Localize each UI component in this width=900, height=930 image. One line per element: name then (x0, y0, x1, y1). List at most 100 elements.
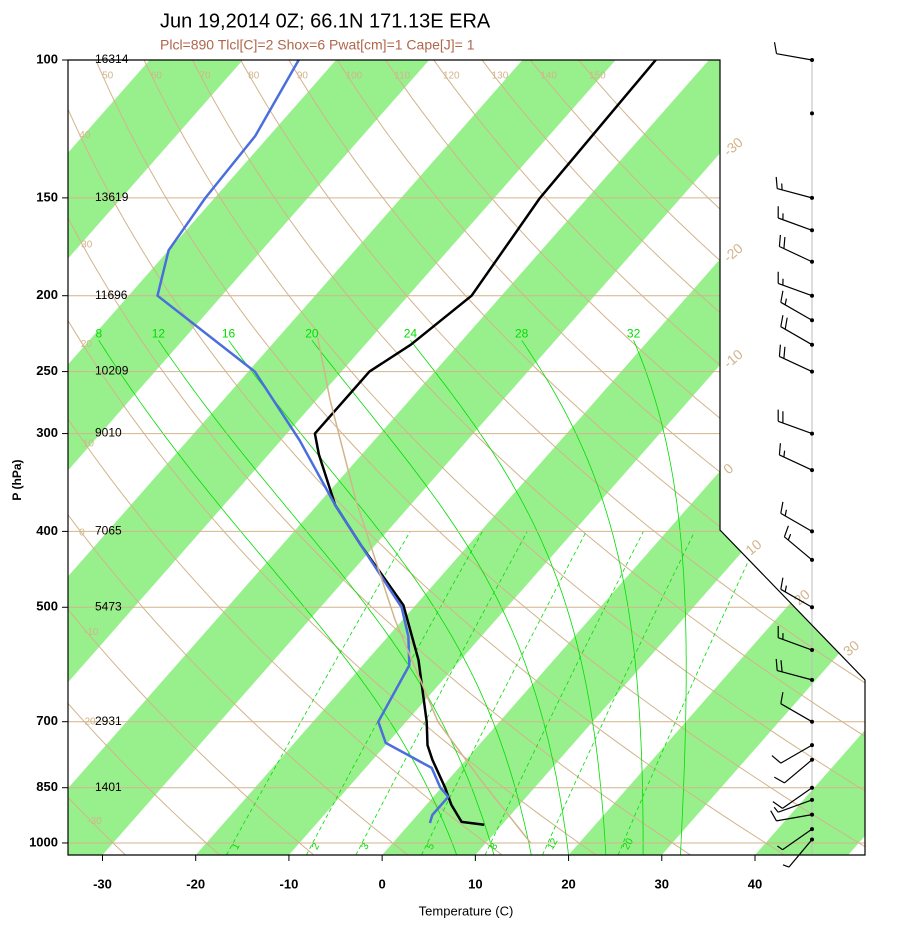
dry-adiabat (336, 60, 865, 855)
wind-station (810, 837, 814, 842)
dry-adiabat-label: 80 (248, 71, 260, 82)
wind-station (810, 431, 814, 436)
dry-adiabat (191, 60, 865, 855)
x-tick-label: -30 (93, 876, 112, 891)
height-label: 1401 (95, 780, 122, 794)
y-tick-label: 850 (36, 779, 58, 794)
x-tick-label: 20 (561, 876, 575, 891)
isotherm-label: -10 (720, 346, 746, 371)
dry-adiabat (240, 60, 865, 855)
y-tick-label: 200 (36, 287, 58, 302)
wind-barb (780, 692, 813, 723)
dry-adiabat (578, 60, 865, 855)
mixing-ratio-line (484, 531, 644, 855)
moist-adiabat (633, 340, 687, 855)
mixing-ratio-label: 20 (621, 836, 636, 852)
isotherm-band (68, 60, 430, 855)
wind-barb (771, 744, 813, 764)
x-tick-label: 40 (748, 876, 762, 891)
y-tick-label: 500 (36, 599, 58, 614)
wind-station (810, 743, 814, 748)
wind-station (810, 195, 814, 200)
wind-barb (783, 525, 813, 561)
dry-adiabat-label: 40 (79, 130, 91, 141)
dry-adiabat-label: 10 (83, 438, 95, 449)
mixing-ratio-line (226, 531, 411, 855)
chart-title: Jun 19,2014 0Z; 66.1N 171.13E ERA (160, 10, 491, 32)
isotherm-label: 30 (840, 637, 862, 659)
profile-line (156, 60, 450, 824)
height-label: 5473 (95, 599, 122, 613)
isotherm-label: 10 (742, 536, 764, 558)
wind-station (810, 259, 814, 264)
moist-adiabat-label: 12 (152, 326, 166, 340)
moist-adiabat (521, 340, 644, 855)
y-tick-label: 400 (36, 523, 58, 538)
dry-adiabat-label: 30 (81, 240, 93, 251)
dry-adiabat (529, 60, 865, 855)
mixing-ratio-line (617, 531, 763, 855)
wind-barb (777, 206, 813, 231)
dry-adiabat (481, 60, 865, 855)
calm-wind (810, 111, 814, 116)
wind-station (810, 369, 814, 374)
plot-outline (67, 59, 866, 856)
wind-barb (775, 658, 813, 681)
wind-barb (777, 828, 813, 851)
wind-station (810, 468, 814, 473)
dry-adiabat-label: 120 (443, 71, 460, 82)
wind-barb (782, 839, 813, 868)
wind-station (810, 58, 814, 62)
dry-adiabat-label: 130 (492, 71, 509, 82)
wind-barb (780, 290, 813, 321)
wind-barb (777, 271, 813, 297)
dry-adiabat (68, 60, 785, 855)
dry-adiabat (68, 60, 409, 855)
height-label: 11696 (95, 288, 128, 302)
y-tick-label: 250 (36, 363, 58, 378)
dry-adiabat (68, 60, 503, 855)
mixing-ratio-label: 5 (425, 841, 438, 852)
wind-barb (780, 577, 813, 608)
moist-adiabat-label: 32 (627, 326, 641, 340)
height-label: 10209 (95, 364, 129, 378)
isotherm-label: 0 (720, 460, 736, 477)
wind-station (810, 557, 814, 562)
moist-adiabat (311, 340, 569, 855)
height-label: 7065 (95, 524, 122, 538)
x-tick-label: 0 (379, 876, 386, 891)
wind-barb (772, 787, 813, 809)
isotherm-band (0, 60, 56, 855)
wind-barb (777, 626, 813, 651)
wind-station (810, 812, 814, 817)
wind-barb (778, 234, 813, 263)
moist-adiabat-label: 16 (222, 326, 236, 340)
isotherm-label: -30 (720, 134, 746, 159)
wind-barb (780, 315, 813, 346)
mixing-ratio-label: 1 (230, 841, 243, 852)
x-tick-label: -20 (186, 876, 205, 891)
wind-barb (775, 176, 813, 199)
wind-station (810, 757, 814, 762)
dry-adiabat (68, 60, 691, 855)
moist-adiabat-label: 28 (515, 326, 529, 340)
x-tick-label: -10 (280, 876, 299, 891)
dry-adiabat (68, 60, 315, 855)
dry-adiabat (143, 60, 865, 855)
dry-adiabat (68, 60, 597, 855)
dry-adiabat (95, 60, 865, 855)
height-label: 9010 (95, 426, 122, 440)
wind-barb (773, 799, 813, 813)
x-tick-label: 30 (655, 876, 669, 891)
height-label: 13619 (95, 190, 129, 204)
wind-barb (774, 759, 813, 784)
dry-adiabat-label: -30 (87, 816, 102, 827)
wind-barb (773, 42, 813, 61)
moist-adiabat-label: 24 (404, 326, 418, 340)
moist-adiabat (228, 340, 532, 855)
isotherm-label: -20 (720, 240, 746, 265)
x-tick-label: 10 (468, 876, 482, 891)
wind-station (810, 677, 814, 682)
